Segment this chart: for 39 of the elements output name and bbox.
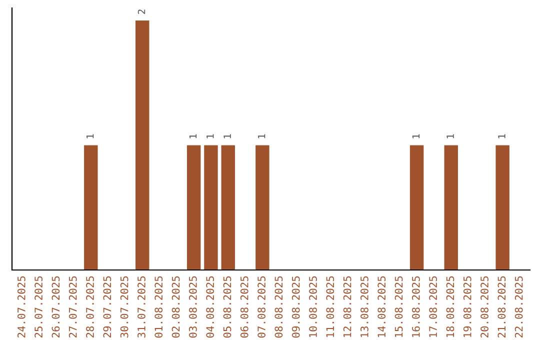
- x-tick-label: 18.08.2025: [446, 276, 454, 338]
- data-label: 1: [412, 134, 420, 138]
- data-label: 1: [224, 134, 231, 138]
- data-label: 1: [206, 134, 214, 138]
- x-tick-label: 24.07.2025: [17, 276, 26, 338]
- x-tick-label: 03.08.2025: [188, 276, 197, 338]
- x-tick-label: 20.08.2025: [480, 276, 488, 338]
- x-tick-label: 06.08.2025: [240, 276, 248, 338]
- x-tick-label: 09.08.2025: [292, 276, 300, 338]
- x-tick-label: 21.08.2025: [498, 276, 506, 338]
- x-tick-label: 14.08.2025: [378, 276, 386, 338]
- x-tick-label: 07.08.2025: [258, 276, 266, 338]
- x-tick-label: 15.08.2025: [394, 276, 403, 338]
- x-tick-label: 19.08.2025: [463, 276, 472, 338]
- x-tick-label: 01.08.2025: [154, 276, 163, 338]
- x-tick-label: 16.08.2025: [412, 276, 420, 338]
- x-tick-label: 10.08.2025: [309, 276, 317, 338]
- x-tick-label: 31.07.2025: [138, 276, 146, 338]
- x-tick-label: 17.08.2025: [429, 276, 437, 338]
- x-tick-label: 27.07.2025: [68, 276, 77, 338]
- x-tick-label: 05.08.2025: [223, 276, 232, 338]
- data-label: 1: [498, 134, 506, 138]
- x-tick-label: 13.08.2025: [360, 276, 368, 338]
- data-label: 1: [189, 134, 197, 138]
- x-tick-label: 28.07.2025: [86, 276, 94, 338]
- data-label: 2: [138, 10, 146, 14]
- x-tick-label: 25.07.2025: [34, 276, 42, 338]
- x-tick-label: 12.08.2025: [343, 276, 352, 338]
- x-tick-label: 30.07.2025: [120, 276, 128, 338]
- x-tick-label: 08.08.2025: [274, 276, 283, 338]
- data-label: 1: [86, 134, 94, 138]
- x-tick-label: 04.08.2025: [206, 276, 214, 338]
- data-label: 1: [446, 134, 454, 138]
- x-tick-label: 26.07.2025: [52, 276, 60, 338]
- data-label: 1: [258, 134, 266, 138]
- x-tick-label: 02.08.2025: [172, 276, 180, 338]
- x-tick-label: 29.07.2025: [103, 276, 112, 338]
- x-tick-label: 11.08.2025: [326, 276, 334, 338]
- x-tick-label: 22.08.2025: [514, 276, 523, 338]
